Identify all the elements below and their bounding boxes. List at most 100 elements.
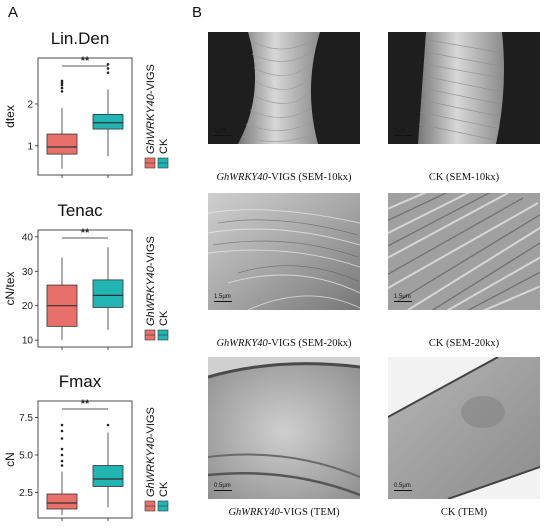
- scale-label: 1μm: [394, 128, 406, 134]
- y-axis-label: cN: [3, 452, 17, 467]
- box-ck: [92, 114, 124, 130]
- micrograph-vigs-tem: 0.5μm: [208, 357, 360, 499]
- outlier-point: [60, 453, 64, 457]
- outlier-point: [60, 459, 64, 463]
- caption-rest: CK (TEM): [440, 507, 488, 518]
- y-tick-label: 40: [22, 232, 34, 243]
- outlier-point: [60, 464, 64, 467]
- outlier-point: [60, 429, 64, 433]
- caption-gene: GhWRKY40: [216, 172, 268, 183]
- y-tick-label: 5.0: [19, 451, 33, 462]
- caption-vigs-tem: GhWRKY40-VIGS (TEM): [208, 507, 360, 518]
- micrograph-ck-tem: 0.5μm: [388, 357, 540, 499]
- micrograph-ck-sem-20kx: 1.5μm: [388, 193, 540, 310]
- caption-rest: -VIGS (TEM): [279, 507, 340, 518]
- outlier-point: [60, 83, 64, 87]
- legend-label: CK: [158, 481, 170, 497]
- scale-bar: [214, 301, 232, 302]
- outlier-point: [60, 423, 64, 427]
- outlier-point: [60, 437, 64, 440]
- y-tick-label: 1: [27, 141, 33, 152]
- chart-title: Fmax: [59, 372, 102, 391]
- legend-label: CK: [158, 138, 170, 154]
- significance-label: **: [81, 227, 90, 239]
- caption-rest: -VIGS (SEM-20kx): [267, 338, 352, 349]
- y-axis-label: cN/tex: [3, 271, 17, 305]
- box-ck: [92, 465, 124, 487]
- caption-rest: -VIGS (SEM-10kx): [267, 172, 352, 183]
- scale-label: 0.5μm: [214, 483, 231, 489]
- y-tick-label: 2: [27, 99, 33, 110]
- chart-lin-den: Lin.Den 1 2 dtex ** GhWRKY40-VIGS CK: [0, 20, 185, 180]
- scale-label: 1.5μm: [394, 294, 411, 300]
- box-ck: [92, 279, 124, 308]
- legend-label: GhWRKY40-VIGS: [145, 236, 157, 326]
- legend-label-suffix: -VIGS: [145, 407, 157, 437]
- box-vigs: [46, 493, 78, 510]
- outlier-point: [60, 90, 64, 93]
- outlier-point: [60, 81, 64, 85]
- scale-label: 0.5μm: [394, 483, 411, 489]
- caption-vigs-sem-20kx: GhWRKY40-VIGS (SEM-20kx): [208, 338, 360, 349]
- significance-label: **: [81, 55, 90, 67]
- caption-gene: GhWRKY40: [216, 338, 268, 349]
- chart-tenac: Tenac 10 20 30 40 cN/tex ** GhWRKY40-VIGS CK: [0, 192, 185, 352]
- legend-label: CK: [158, 310, 170, 326]
- caption-gene: GhWRKY40: [228, 507, 280, 518]
- micrograph-vigs-sem-20kx: 1.5μm: [208, 193, 360, 310]
- legend-label-gene: GhWRKY40: [145, 436, 157, 497]
- caption-rest: CK (SEM-10kx): [428, 172, 500, 183]
- scale-label: 1.5μm: [214, 294, 231, 300]
- y-tick-label: 10: [22, 336, 34, 347]
- micrograph-vigs-tem-image: [208, 357, 360, 499]
- legend-label-gene: GhWRKY40: [145, 93, 157, 154]
- y-tick-label: 2.5: [19, 488, 33, 499]
- caption-ck-tem: CK (TEM): [388, 507, 540, 518]
- outlier-point: [60, 79, 64, 83]
- panel-b-letter: B: [192, 4, 203, 21]
- outlier-point: [106, 62, 110, 66]
- legend-label: GhWRKY40-VIGS: [145, 407, 157, 497]
- scale-bar: [394, 135, 412, 136]
- caption-vigs-sem-10kx: GhWRKY40-VIGS (SEM-10kx): [208, 172, 360, 183]
- legend-label-suffix: -VIGS: [145, 236, 157, 266]
- scale-bar: [214, 135, 232, 136]
- plot-frame: [37, 400, 133, 519]
- chart-fmax: Fmax 2.5 5.0 7.5 cN ** GhWRKY40-VIGS CK: [0, 363, 185, 523]
- legend-label: GhWRKY40-VIGS: [145, 64, 157, 154]
- outlier-point: [106, 423, 110, 427]
- box-vigs: [46, 133, 78, 155]
- chart-title: Lin.Den: [51, 29, 110, 48]
- micrograph-ck-sem-10kx-image: [388, 32, 540, 144]
- caption-ck-sem-20kx: CK (SEM-20kx): [388, 338, 540, 349]
- legend-label-suffix: -VIGS: [145, 64, 157, 94]
- scale-bar: [394, 490, 412, 491]
- y-tick-label: 20: [22, 301, 34, 312]
- scale-label: 1μm: [214, 128, 226, 134]
- plot-frame: [37, 57, 133, 176]
- caption-rest: CK (SEM-20kx): [428, 338, 500, 349]
- outlier-point: [106, 67, 110, 70]
- y-axis-label: dtex: [3, 105, 17, 128]
- significance-label: **: [81, 398, 90, 410]
- outlier-point: [60, 86, 64, 90]
- micrograph-ck-tem-image: [388, 357, 540, 499]
- panel-a-letter: A: [8, 4, 19, 21]
- caption-ck-sem-10kx: CK (SEM-10kx): [388, 172, 540, 183]
- outlier-point: [106, 71, 110, 74]
- legend-label-gene: GhWRKY40: [145, 265, 157, 326]
- scale-bar: [394, 301, 412, 302]
- micrograph-ck-sem-10kx: 1μm: [388, 32, 540, 144]
- micrograph-vigs-sem-10kx-image: [208, 32, 360, 144]
- y-tick-label: 30: [22, 267, 34, 278]
- micrograph-vigs-sem-20kx-image: [208, 193, 360, 310]
- micrograph-vigs-sem-10kx: 1μm: [208, 32, 360, 144]
- plot-frame: [37, 229, 133, 348]
- scale-bar: [214, 490, 232, 491]
- outlier-point: [60, 447, 64, 451]
- chart-title: Tenac: [57, 201, 103, 220]
- micrograph-ck-sem-20kx-image: [388, 193, 540, 310]
